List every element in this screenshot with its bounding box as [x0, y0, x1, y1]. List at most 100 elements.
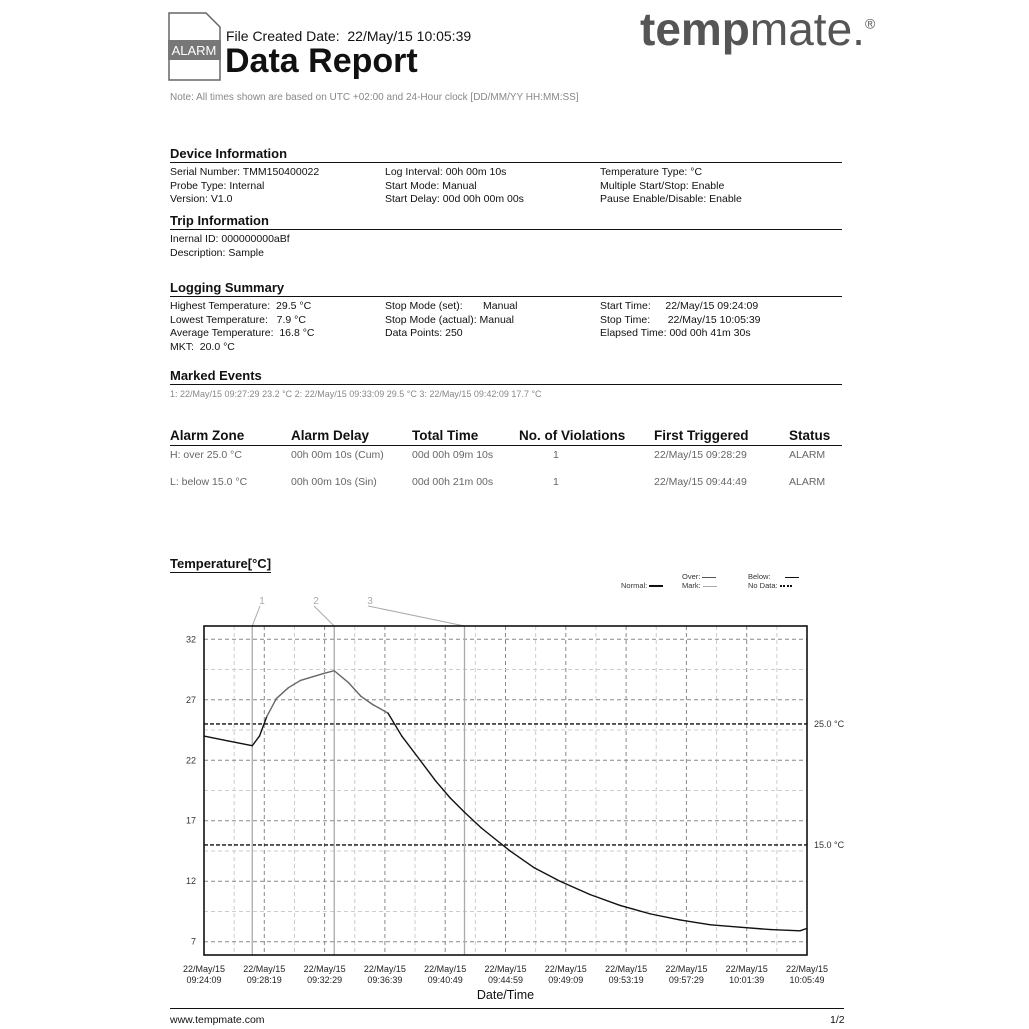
- x-tick-label: 09:44:59: [488, 975, 523, 985]
- temperature-segment: [266, 697, 278, 718]
- y-tick-label: 17: [186, 816, 196, 826]
- temperature-segment: [589, 893, 621, 907]
- temperature-segment: [770, 928, 801, 932]
- temperature-segment: [619, 904, 651, 915]
- mark-label: 3: [367, 596, 373, 607]
- marked-events-heading: Marked Events: [170, 368, 262, 383]
- temperature-segment: [323, 670, 335, 674]
- x-tick-label: 22/May/15: [545, 964, 587, 974]
- temperature-segment: [203, 735, 229, 742]
- threshold-label: 25.0 °C: [814, 719, 845, 729]
- device-info-heading: Device Information: [170, 146, 288, 161]
- temperature-segment: [449, 797, 466, 813]
- mark-label: 2: [313, 596, 319, 607]
- temperature-segment: [419, 759, 437, 782]
- y-tick-label: 27: [186, 695, 196, 705]
- alarm-cell: 1: [553, 476, 559, 488]
- svg-text:ALARM: ALARM: [172, 43, 217, 58]
- x-tick-label: 22/May/15: [726, 964, 768, 974]
- device-field: Probe Type: Internal: [170, 179, 265, 192]
- alarm-cell: 22/May/15 09:28:29: [654, 449, 747, 461]
- temperature-segment: [799, 927, 808, 932]
- x-tick-label: 10:05:49: [789, 975, 824, 985]
- column-header: Alarm Zone: [170, 428, 245, 443]
- temperature-segment: [679, 919, 712, 926]
- x-tick-label: 22/May/15: [364, 964, 406, 974]
- device-field: Serial Number: TMM150400022: [170, 166, 320, 178]
- x-tick-label: 09:36:39: [367, 975, 402, 985]
- temperature-segment: [463, 811, 483, 829]
- temperature-segment: [227, 740, 253, 747]
- x-tick-label: 22/May/15: [243, 964, 285, 974]
- x-tick-label: 09:53:19: [609, 975, 644, 985]
- mark-leader: [313, 605, 335, 627]
- file-created-date: File Created Date: 22/May/15 10:05:39: [226, 28, 472, 44]
- alarm-cell: ALARM: [789, 449, 826, 461]
- temperature-segment: [709, 924, 741, 928]
- x-tick-label: 09:24:09: [186, 975, 221, 985]
- temperature-segment: [649, 913, 681, 921]
- x-tick-label: 10:01:39: [729, 975, 764, 985]
- mark-leader: [251, 605, 261, 627]
- summary-field: Average Temperature: 16.8 °C: [170, 327, 315, 339]
- temperature-segment: [387, 712, 403, 737]
- temperature-segment: [401, 735, 421, 761]
- footer-url[interactable]: www.tempmate.com: [170, 1014, 265, 1026]
- x-tick-label: 22/May/15: [183, 964, 225, 974]
- x-axis-label: Date/Time: [477, 988, 534, 1002]
- temperature-segment: [348, 682, 362, 697]
- alarm-cell: L: below 15.0 °C: [170, 476, 248, 488]
- summary-field: Highest Temperature: 29.5 °C: [170, 300, 312, 312]
- column-header: First Triggered: [654, 428, 749, 443]
- alarm-cell: 00h 00m 10s (Cum): [291, 449, 384, 461]
- temperature-segment: [480, 827, 511, 852]
- y-tick-label: 32: [186, 634, 196, 644]
- summary-field: Stop Mode (actual): Manual: [385, 313, 514, 326]
- device-field: Log Interval: 00h 00m 10s: [385, 166, 507, 178]
- x-tick-label: 09:57:29: [669, 975, 704, 985]
- summary-field: Start Time: 22/May/15 09:24:09: [600, 300, 759, 312]
- temperature-segment: [333, 670, 350, 684]
- page-number: 1/2: [830, 1014, 845, 1026]
- x-tick-label: 22/May/15: [786, 964, 828, 974]
- alarm-cell: 00h 00m 10s (Sin): [291, 476, 377, 488]
- device-field: Multiple Start/Stop: Enable: [600, 179, 725, 192]
- device-field: Pause Enable/Disable: Enable: [600, 193, 742, 205]
- threshold-label: 15.0 °C: [814, 840, 845, 850]
- temperature-segment: [275, 686, 290, 700]
- temperature-segment: [434, 780, 451, 799]
- summary-field: Stop Mode (set): Manual: [385, 300, 518, 312]
- alarm-cell: H: over 25.0 °C: [170, 449, 242, 461]
- column-header: No. of Violations: [519, 428, 626, 443]
- summary-field: Lowest Temperature: 7.9 °C: [170, 313, 306, 326]
- summary-field: MKT: 20.0 °C: [170, 340, 235, 353]
- x-tick-label: 09:49:09: [548, 975, 583, 985]
- y-tick-label: 12: [186, 876, 196, 886]
- trip-info-heading: Trip Information: [170, 213, 269, 228]
- x-tick-label: 09:28:19: [247, 975, 282, 985]
- temperature-segment: [559, 880, 591, 896]
- alarm-cell: 22/May/15 09:44:49: [654, 476, 747, 488]
- timezone-note: Note: All times shown are based on UTC +…: [170, 92, 579, 103]
- summary-field: Stop Time: 22/May/15 10:05:39: [600, 313, 761, 326]
- logging-summary-heading: Logging Summary: [170, 280, 285, 295]
- chart-title: Temperature[°C]: [170, 556, 272, 573]
- column-header: Total Time: [412, 428, 479, 443]
- x-tick-label: 22/May/15: [665, 964, 707, 974]
- y-tick-label: 7: [191, 937, 196, 947]
- device-field: Temperature Type: °C: [600, 166, 703, 178]
- x-tick-label: 09:32:29: [307, 975, 342, 985]
- y-tick-label: 22: [186, 755, 196, 765]
- temperature-segment: [287, 679, 302, 689]
- x-tick-label: 22/May/15: [304, 964, 346, 974]
- plot-frame: [203, 625, 808, 956]
- column-header: Alarm Delay: [291, 428, 370, 443]
- marked-events-list: 1: 22/May/15 09:27:29 23.2 °C 2: 22/May/…: [170, 389, 542, 399]
- temperature-segment: [533, 867, 561, 882]
- temperature-segment: [739, 926, 772, 931]
- x-tick-label: 22/May/15: [424, 964, 466, 974]
- temperature-segment: [509, 850, 536, 869]
- x-tick-label: 22/May/15: [484, 964, 526, 974]
- device-field: Start Delay: 00d 00h 00m 00s: [385, 193, 524, 205]
- tempmate-logo: tempmate.®: [640, 3, 876, 55]
